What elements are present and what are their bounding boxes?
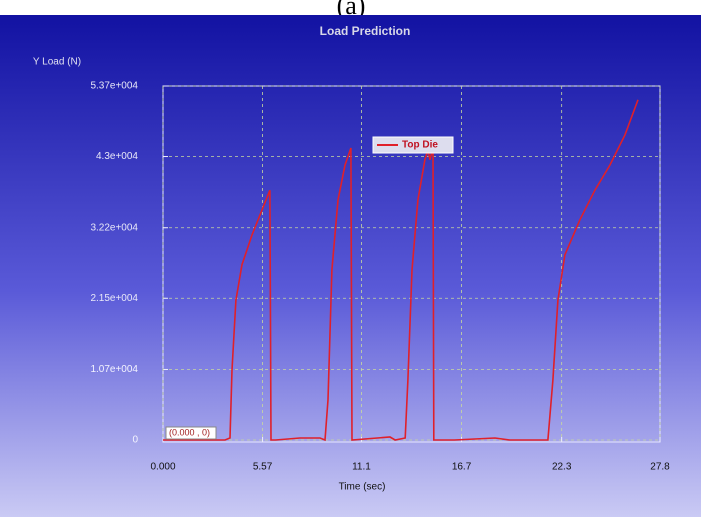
annotation-box — [165, 426, 217, 440]
x-tick-label: 27.8 — [650, 462, 670, 473]
y-tick-label: 5.37e+004 — [90, 81, 138, 92]
top-strip — [0, 0, 701, 15]
y-tick-label: 3.22e+004 — [90, 222, 138, 233]
y-tick-label: 2.15e+004 — [90, 293, 138, 304]
x-tick-label: 5.57 — [253, 462, 273, 473]
chart-title: Load Prediction — [320, 24, 411, 38]
legend-label: Top Die — [402, 140, 438, 151]
annotation: (0.000 , 0) — [169, 427, 210, 437]
x-tick-label: 11.1 — [352, 462, 371, 473]
background — [0, 15, 701, 517]
y-tick-label: 1.07e+004 — [90, 364, 138, 375]
y-axis-label: Y Load (N) — [33, 57, 81, 68]
y-tick-label: 4.3e+004 — [96, 151, 138, 162]
x-tick-label: 0.000 — [150, 462, 175, 473]
caption: (a) — [337, 0, 366, 20]
y-tick-label: 0 — [132, 435, 138, 446]
x-tick-label: 22.3 — [552, 462, 572, 473]
legend-box — [372, 136, 454, 154]
data-line — [163, 99, 639, 442]
x-tick-label: 16.7 — [452, 462, 472, 473]
x-axis-label: Time (sec) — [339, 482, 386, 493]
